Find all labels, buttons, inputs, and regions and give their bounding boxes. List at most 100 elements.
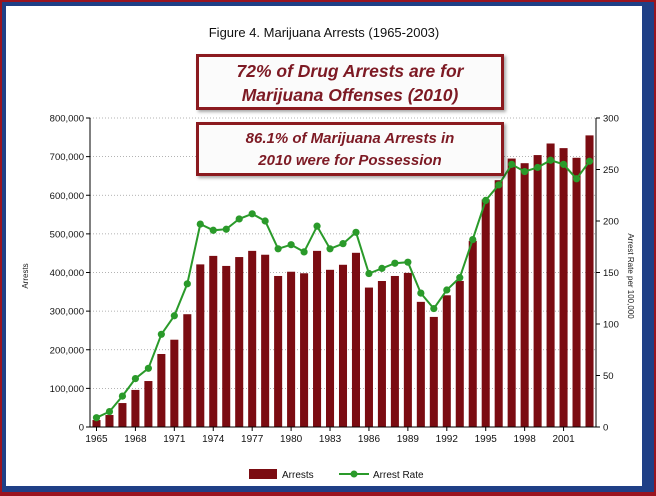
arrests-bar — [222, 265, 231, 427]
arrest-rate-point — [585, 157, 594, 165]
arrest-rate-point — [274, 245, 282, 253]
arrest-rate-point — [404, 258, 412, 266]
arrest-rate-point — [313, 222, 321, 230]
left-tick-label: 500,000 — [50, 229, 84, 240]
right-tick-label: 100 — [603, 320, 619, 331]
arrest-rate-point — [430, 304, 438, 313]
arrests-bar — [403, 272, 412, 427]
arrest-rate-point — [508, 160, 516, 168]
arrest-rate-point — [339, 240, 347, 248]
arrests-bar — [351, 252, 360, 427]
arrest-rate-point — [572, 175, 581, 183]
arrests-bar — [196, 264, 205, 427]
left-axis-ticks: 0 100,000 200,000 300,000 400,000 500,000 600,… — [50, 114, 90, 434]
arrest-rate-point — [559, 160, 568, 168]
arrests-bar — [170, 339, 179, 427]
arrest-rate-point — [183, 280, 191, 288]
arrest-rate-point — [118, 392, 127, 400]
arrests-bar — [364, 287, 373, 427]
arrest-rate-point — [456, 274, 464, 282]
possession-callout-line1: 86.1% of Marijuana Arrests in — [245, 130, 455, 147]
arrests-bar — [559, 148, 568, 427]
arrests-bar — [546, 143, 555, 427]
x-tick-label: 1965 — [85, 434, 108, 445]
arrests-bar — [248, 250, 257, 427]
right-axis-label: Arrest Rate per 100,000 — [626, 233, 635, 319]
arrest-rate-point — [157, 330, 165, 338]
arrests-bar — [326, 269, 335, 427]
right-tick-label: 0 — [603, 423, 608, 434]
arrest-rate-point — [300, 248, 308, 256]
arrests-bar — [390, 275, 399, 427]
arrests-bar — [429, 316, 438, 427]
arrests-bar — [455, 280, 464, 427]
left-tick-label: 800,000 — [50, 114, 84, 125]
arrest-rate-point — [196, 220, 204, 228]
right-tick-label: 150 — [603, 268, 619, 279]
arrest-rate-point — [469, 235, 477, 244]
arrest-rate-point — [417, 289, 425, 297]
x-tick-label: 1977 — [241, 434, 264, 445]
right-tick-label: 250 — [603, 165, 619, 176]
legend: Arrests Arrest Rate — [249, 469, 424, 481]
arrest-rate-point — [378, 264, 386, 272]
arrests-bar — [481, 199, 490, 427]
x-tick-label: 2001 — [552, 434, 575, 445]
right-tick-label: 50 — [603, 371, 614, 382]
left-tick-label: 400,000 — [50, 268, 84, 279]
arrests-bar — [338, 264, 348, 427]
arrest-rate-point — [326, 245, 334, 253]
arrests-bar — [287, 271, 296, 427]
legend-arrests-swatch — [249, 469, 277, 479]
chart-card: Figure 4. Marijuana Arrests (1965-2003) … — [6, 6, 642, 486]
arrest-rate-point — [495, 181, 503, 189]
arrests-bar — [520, 163, 529, 427]
arrests-bars — [92, 135, 594, 427]
arrest-rate-point — [144, 364, 152, 372]
arrests-bar — [118, 403, 127, 427]
arrests-bar — [131, 389, 140, 427]
right-axis-ticks: 0 50 100 150 200 250 300 — [596, 114, 619, 434]
arrest-rate-point — [287, 241, 295, 249]
left-tick-label: 200,000 — [50, 345, 84, 356]
legend-rate-marker — [350, 470, 358, 478]
arrest-rate-point — [365, 269, 373, 278]
arrests-bar — [144, 381, 153, 427]
arrests-bar — [105, 415, 114, 427]
drug-arrests-callout-line1: 72% of Drug Arrests are for — [236, 61, 464, 81]
x-tick-label: 1989 — [397, 434, 420, 445]
arrests-bar — [585, 135, 594, 427]
chart-title: Figure 4. Marijuana Arrests (1965-2003) — [209, 25, 440, 40]
arrest-rate-points — [92, 156, 594, 422]
arrests-chart: Figure 4. Marijuana Arrests (1965-2003) … — [21, 25, 635, 481]
right-tick-label: 300 — [603, 114, 619, 125]
left-axis-label: Arrests — [21, 263, 30, 288]
arrest-rate-point — [209, 226, 217, 234]
left-tick-label: 700,000 — [50, 152, 84, 163]
possession-callout-line2: 2010 were for Possession — [258, 152, 442, 169]
arrests-bar — [235, 257, 244, 427]
arrests-bar — [261, 254, 270, 427]
arrest-rate-point — [534, 163, 542, 172]
arrests-bar — [183, 314, 192, 427]
arrest-rate-point — [131, 374, 140, 383]
left-tick-label: 300,000 — [50, 307, 84, 318]
arrest-rate-point — [92, 414, 101, 422]
arrests-bar — [533, 155, 542, 427]
arrest-rate-point — [352, 228, 360, 236]
arrests-bar — [442, 295, 451, 427]
arrests-bar — [468, 240, 477, 427]
left-tick-label: 100,000 — [50, 384, 84, 395]
right-tick-label: 200 — [603, 217, 619, 228]
arrests-bar — [313, 250, 322, 427]
x-tick-label: 1992 — [436, 434, 459, 445]
x-tick-label: 1983 — [319, 434, 342, 445]
arrest-rate-point — [521, 167, 529, 176]
x-tick-label: 1980 — [280, 434, 303, 445]
arrest-rate-point — [222, 225, 230, 233]
arrests-bar — [274, 275, 283, 427]
legend-arrests-label: Arrests — [282, 470, 314, 481]
drug-arrests-callout: 72% of Drug Arrests are for Marijuana Of… — [196, 54, 504, 110]
x-tick-label: 1986 — [358, 434, 381, 445]
arrests-bar — [572, 157, 581, 427]
